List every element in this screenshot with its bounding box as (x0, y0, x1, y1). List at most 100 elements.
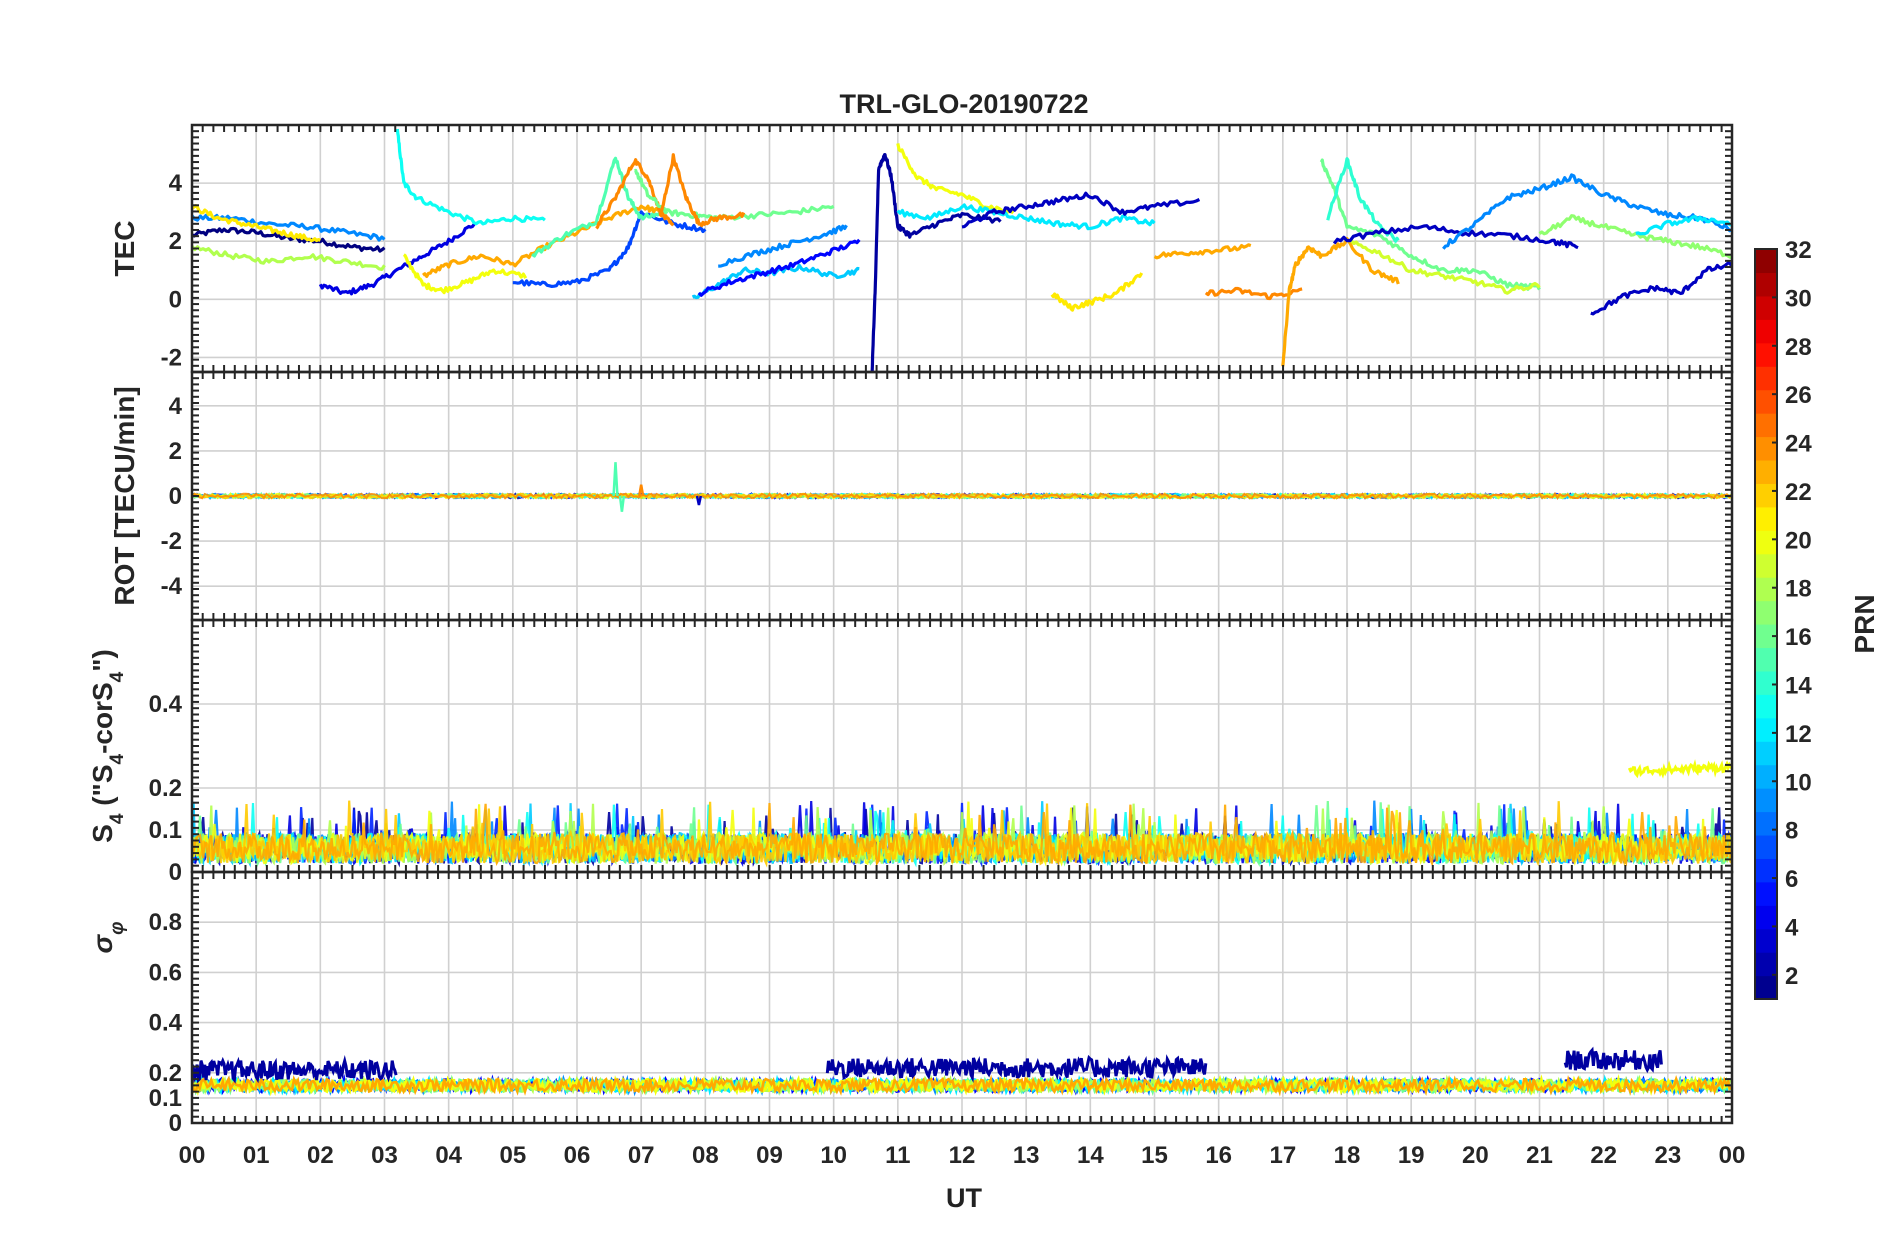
colorbar-tick-label: 2 (1785, 963, 1798, 990)
x-tick-label: 02 (307, 1142, 334, 1169)
colorbar-tick-label: 26 (1785, 382, 1812, 409)
colorbar-tick-label: 16 (1785, 624, 1812, 651)
tec-series-line (658, 153, 746, 228)
colorbar-tick-label: 32 (1785, 237, 1812, 264)
tec-series-line (1590, 261, 1732, 316)
x-tick-label: 18 (1334, 1142, 1361, 1169)
colorbar-swatch (1755, 952, 1777, 977)
y-tick-label: 0 (169, 483, 182, 510)
colorbar-swatch (1755, 249, 1777, 274)
colorbar-swatch (1755, 670, 1777, 695)
y-tick-label: -2 (161, 528, 182, 555)
x-tick-label: 03 (371, 1142, 398, 1169)
tec-series-group (192, 128, 1732, 372)
y-tick-label: 0.1 (149, 817, 182, 844)
colorbar-swatch (1755, 717, 1777, 742)
tec-series-line (1332, 224, 1579, 250)
colorbar-swatch (1755, 788, 1777, 813)
rot-spike (638, 484, 645, 497)
x-tick-label: 01 (243, 1142, 270, 1169)
tec-series-line (422, 204, 662, 278)
tec-series-line (1281, 237, 1400, 367)
tec-series-line (1346, 238, 1541, 295)
colorbar-swatch (1755, 272, 1777, 297)
s4-series-line (192, 803, 1732, 868)
tec-series-line (697, 238, 861, 297)
colorbar-swatch (1755, 553, 1777, 578)
colorbar-tick-label: 8 (1785, 818, 1798, 845)
tec-series-line (1050, 272, 1144, 312)
x-tick-label: 16 (1205, 1142, 1232, 1169)
rot-series-group (192, 462, 1732, 512)
sigma-raised-line (825, 1054, 1208, 1084)
x-tick-label: 05 (499, 1142, 526, 1169)
tec-series-line (961, 191, 1201, 229)
colorbar-tick-label: 22 (1785, 479, 1812, 506)
y-tick-label: 0 (169, 1110, 182, 1137)
s4-elevated-line (1627, 759, 1732, 779)
y-tick-label: 0.2 (149, 775, 182, 802)
y-tick-label: -4 (161, 573, 183, 600)
sigma-series-line (192, 1074, 1732, 1097)
colorbar-swatch (1755, 483, 1777, 508)
colorbar-swatch (1755, 975, 1777, 1000)
colorbar-tick-label: 30 (1785, 285, 1812, 312)
colorbar-swatch (1755, 366, 1777, 391)
y-tick-label: 0.4 (149, 1010, 183, 1037)
sigma-raised-line (1563, 1046, 1663, 1074)
y-tick-label: 0.8 (149, 909, 182, 936)
tec-series-line (402, 253, 528, 295)
y-tick-label: 4 (169, 170, 183, 197)
colorbar-label: PRN (1849, 594, 1880, 653)
x-tick-label: 21 (1526, 1142, 1553, 1169)
colorbar-tick-label: 20 (1785, 527, 1812, 554)
colorbar-tick-label: 4 (1785, 914, 1799, 941)
x-tick-label: 19 (1398, 1142, 1425, 1169)
colorbar-swatch (1755, 694, 1777, 719)
x-tick-label: 10 (820, 1142, 847, 1169)
tec-series-line (318, 223, 476, 296)
y-tick-label: 2 (169, 438, 182, 465)
y-axis-label: S4 ("S4-corS4") (87, 649, 128, 843)
tec-series-line (531, 156, 669, 258)
y-tick-label: -2 (161, 344, 182, 371)
rot-series-line (192, 492, 1732, 500)
x-tick-label: 04 (435, 1142, 462, 1169)
x-axis-label: UT (946, 1183, 982, 1213)
colorbar-box (1754, 248, 1778, 1000)
colorbar-tick-label: 10 (1785, 769, 1812, 796)
colorbar-tick-label: 6 (1785, 866, 1798, 893)
colorbar-swatch (1755, 577, 1777, 602)
y-tick-label: 0.6 (149, 959, 182, 986)
colorbar-swatch (1755, 881, 1777, 906)
colorbar-tick-label: 28 (1785, 334, 1812, 361)
tec-series-line (634, 168, 835, 222)
x-tick-label: 06 (564, 1142, 591, 1169)
tec-series-line (1538, 214, 1732, 260)
y-tick-label: 4 (169, 393, 183, 420)
y-tick-label: 2 (169, 228, 182, 255)
y-tick-label: 0.2 (149, 1060, 182, 1087)
colorbar-swatch (1755, 389, 1777, 414)
y-tick-label: 0.1 (149, 1085, 182, 1112)
colorbar-tick-label: 18 (1785, 576, 1812, 603)
colorbar-swatch (1755, 295, 1777, 320)
colorbar-tick-label: 14 (1785, 672, 1812, 699)
colorbar-swatch (1755, 413, 1777, 438)
y-tick-label: 0 (169, 286, 182, 313)
tec-series-line (1153, 243, 1252, 260)
x-tick-label: 00 (1719, 1142, 1746, 1169)
colorbar-swatch (1755, 741, 1777, 766)
tec-series-line (1319, 158, 1541, 291)
x-tick-label: 15 (1141, 1142, 1168, 1169)
chart-title: TRL-GLO-20190722 (839, 89, 1088, 119)
tec-series-line (192, 204, 321, 243)
rot-series-line (192, 491, 1732, 501)
tec-series-line (1635, 215, 1732, 236)
colorbar-swatch (1755, 506, 1777, 531)
tec-series-line (896, 143, 1015, 215)
rot-spike (612, 462, 619, 497)
x-tick-label: 22 (1590, 1142, 1617, 1169)
y-tick-label: 0 (169, 859, 182, 886)
